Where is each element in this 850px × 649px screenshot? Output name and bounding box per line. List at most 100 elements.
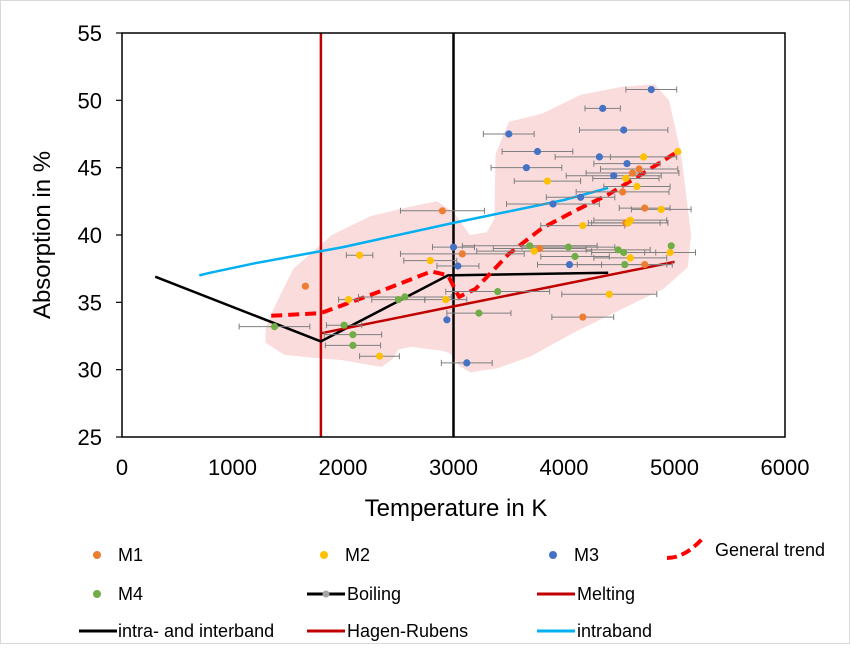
m4-point (349, 341, 357, 349)
y-tick-label: 30 (78, 358, 102, 383)
x-tick-label: 3000 (429, 455, 478, 480)
m1-point (628, 169, 637, 177)
m4-point (526, 242, 534, 250)
legend: M1 M2 M3 General trend M4 Boiling Meltin… (79, 537, 825, 641)
m2-point (626, 254, 634, 262)
y-tick-label: 25 (78, 425, 102, 450)
m2-point (605, 290, 613, 298)
legend-marker-boiling (322, 590, 330, 598)
m1-point (641, 261, 649, 269)
m4-point (667, 242, 675, 250)
m4-point (564, 243, 573, 251)
m3-point (623, 160, 631, 168)
m1-point (301, 282, 309, 290)
legend-item-general-trend: General trend (666, 537, 825, 560)
y-axis-label: Absorption in % (29, 151, 56, 319)
m3-point (549, 200, 557, 208)
m1-point (579, 313, 587, 321)
legend-label-hagen-rubens: Hagen-Rubens (347, 621, 468, 641)
legend-label-m4: M4 (118, 584, 143, 604)
intraband-line (199, 186, 609, 277)
y-tick-label: 50 (78, 88, 102, 113)
m2-point (543, 177, 552, 185)
x-tick-label: 4000 (540, 455, 589, 480)
m3-point (443, 316, 451, 324)
data-points (270, 86, 682, 367)
m1-point (458, 250, 466, 258)
axes: 0 1000 2000 3000 4000 5000 6000 25 30 35 40 45 50 55 (78, 21, 810, 480)
legend-marker-m1 (93, 551, 101, 559)
legend-line-general-trend (666, 537, 704, 560)
reference-lines (319, 33, 455, 437)
y-tick-label: 40 (78, 223, 102, 248)
y-tick-label: 35 (78, 290, 102, 315)
m2-point (657, 205, 665, 213)
m4-point (571, 252, 579, 261)
m4-point (401, 293, 409, 301)
m1-point (536, 244, 544, 253)
general-trend-line (271, 149, 679, 318)
legend-marker-m2 (320, 551, 328, 559)
legend-item-m4: M4 (93, 584, 143, 604)
x-axis-label: Temperature in K (365, 495, 548, 522)
m3-point (533, 147, 542, 156)
m3-point (599, 104, 607, 112)
legend-label-intraband: intraband (577, 621, 652, 641)
x-tick-label: 1000 (208, 455, 257, 480)
m3-point (505, 130, 513, 138)
m4-point (475, 309, 483, 317)
m4-point (621, 261, 629, 269)
m4-point (494, 288, 502, 296)
legend-label-m2: M2 (345, 545, 370, 565)
m3-point (449, 243, 458, 251)
legend-marker-m4 (93, 590, 101, 598)
intra-and-interband-line (154, 271, 609, 343)
m2-point (674, 147, 682, 156)
m4-point (270, 323, 279, 331)
legend-item-melting: Melting (537, 584, 635, 604)
m3-point (610, 172, 618, 180)
m2-point (640, 153, 648, 161)
m2-point (666, 248, 674, 257)
legend-item-m1: M1 (93, 545, 143, 565)
legend-item-m3: M3 (549, 545, 599, 565)
x-tick-label: 0 (116, 455, 128, 480)
m2-point (579, 222, 587, 230)
m1-point (641, 204, 649, 212)
m3-point (463, 359, 471, 367)
legend-label-boiling: Boiling (347, 584, 401, 604)
m1-point (635, 165, 643, 173)
legend-label-general-trend: General trend (715, 540, 825, 560)
x-tick-label: 6000 (761, 455, 810, 480)
legend-item-hagen-rubens: Hagen-Rubens (307, 621, 468, 641)
m4-point (620, 248, 628, 257)
model-lines (154, 149, 679, 343)
legend-label-melting: Melting (577, 584, 635, 604)
y-tick-label: 45 (78, 156, 102, 181)
y-tick-label: 55 (78, 21, 102, 46)
m3-point (647, 86, 655, 94)
m2-point (426, 257, 434, 265)
legend-marker-m3 (549, 551, 557, 559)
x-tick-label: 5000 (650, 455, 699, 480)
legend-item-boiling: Boiling (307, 584, 401, 604)
m3-point (522, 164, 531, 172)
m3-point (565, 261, 574, 269)
m1-point (438, 207, 446, 215)
m2-point (530, 247, 538, 255)
m4-point (394, 296, 402, 304)
legend-item-intra-interband: intra- and interband (79, 621, 274, 641)
legend-label-intra-interband: intra- and interband (118, 621, 274, 641)
legend-item-intraband: intraband (537, 621, 652, 641)
legend-item-m2: M2 (320, 545, 370, 565)
m2-point (622, 174, 630, 182)
legend-label-m1: M1 (118, 545, 143, 565)
m2-point (344, 296, 353, 304)
m3-point (454, 262, 462, 270)
m1-point (619, 188, 627, 196)
m2-point (633, 182, 641, 191)
m2-point (375, 352, 384, 360)
m4-point (349, 331, 357, 339)
